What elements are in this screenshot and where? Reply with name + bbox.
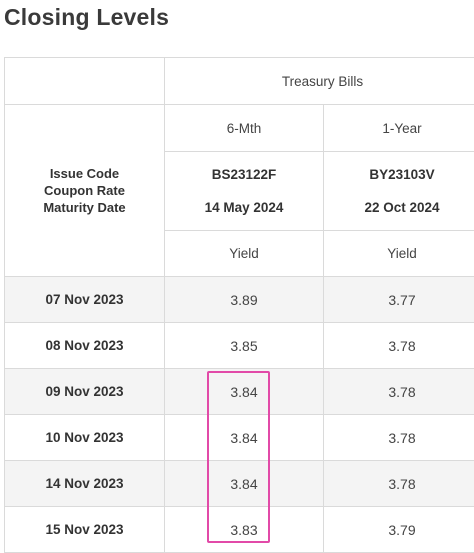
issue-header-cell: Issue Code Coupon Rate Maturity Date	[5, 105, 165, 277]
header-row-group: Treasury Bills	[5, 58, 474, 105]
table-row: 14 Nov 2023 3.84 3.78	[5, 461, 474, 507]
issue-cell-6mth: BS23122F 14 May 2024	[165, 152, 324, 231]
yield-6mth: 3.89	[165, 277, 324, 323]
table-row: 08 Nov 2023 3.85 3.78	[5, 323, 474, 369]
row-date: 10 Nov 2023	[5, 415, 165, 461]
page-title: Closing Levels	[4, 4, 169, 31]
issue-code-1year: BY23103V	[324, 167, 474, 182]
table-row: 07 Nov 2023 3.89 3.77	[5, 277, 474, 323]
measure-1year: Yield	[324, 231, 474, 277]
maturity-1year: 22 Oct 2024	[324, 200, 474, 215]
maturity-date-label: Maturity Date	[5, 199, 164, 216]
yield-1year: 3.79	[324, 507, 474, 553]
table-row: 09 Nov 2023 3.84 3.78	[5, 369, 474, 415]
issue-code-label: Issue Code	[5, 165, 164, 182]
issue-code-6mth: BS23122F	[165, 167, 323, 182]
yield-6mth: 3.83	[165, 507, 324, 553]
row-date: 14 Nov 2023	[5, 461, 165, 507]
row-date: 15 Nov 2023	[5, 507, 165, 553]
measure-6mth: Yield	[165, 231, 324, 277]
closing-levels-table: Treasury Bills Issue Code Coupon Rate Ma…	[4, 57, 474, 553]
yield-1year: 3.78	[324, 461, 474, 507]
tenor-1year: 1-Year	[324, 105, 474, 152]
table-row: 15 Nov 2023 3.83 3.79	[5, 507, 474, 553]
yield-6mth: 3.84	[165, 461, 324, 507]
yield-1year: 3.77	[324, 277, 474, 323]
row-date: 09 Nov 2023	[5, 369, 165, 415]
row-date: 08 Nov 2023	[5, 323, 165, 369]
issue-cell-1year: BY23103V 22 Oct 2024	[324, 152, 474, 231]
yield-1year: 3.78	[324, 323, 474, 369]
yield-1year: 3.78	[324, 415, 474, 461]
header-row-tenor: Issue Code Coupon Rate Maturity Date 6-M…	[5, 105, 474, 152]
header-blank-cell	[5, 58, 165, 105]
coupon-rate-label: Coupon Rate	[5, 182, 164, 199]
maturity-6mth: 14 May 2024	[165, 200, 323, 215]
yield-6mth: 3.84	[165, 415, 324, 461]
treasury-bills-header: Treasury Bills	[165, 58, 474, 105]
yield-6mth: 3.84	[165, 369, 324, 415]
yield-1year: 3.78	[324, 369, 474, 415]
yield-6mth: 3.85	[165, 323, 324, 369]
tenor-6mth: 6-Mth	[165, 105, 324, 152]
table-row: 10 Nov 2023 3.84 3.78	[5, 415, 474, 461]
row-date: 07 Nov 2023	[5, 277, 165, 323]
